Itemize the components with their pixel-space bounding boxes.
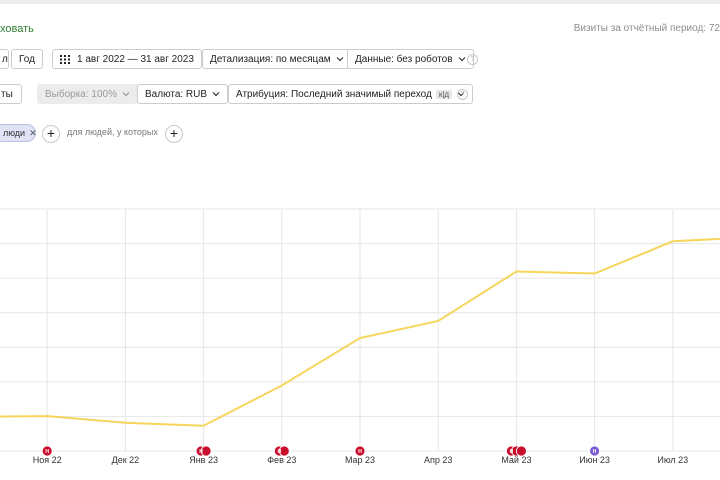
event-marker-icon [41, 445, 53, 457]
x-tick-label: Май 23 [501, 455, 531, 465]
x-tick-label: Июл 23 [657, 455, 688, 465]
year-button[interactable]: Год [11, 49, 43, 69]
event-marker-letter: Н [45, 449, 49, 455]
period-button-partial[interactable]: л [0, 49, 9, 69]
top-scroll-strip [0, 0, 720, 4]
calendar-icon [60, 54, 70, 64]
data-filter-dropdown[interactable]: Данные: без роботов [347, 49, 474, 69]
help-icon[interactable]: ? [457, 89, 468, 100]
x-tick-label: Дек 22 [112, 455, 140, 465]
chevron-down-icon [122, 92, 130, 97]
event-marker-letter: Н [277, 449, 281, 455]
chevron-down-icon [336, 57, 344, 62]
chevron-down-icon [458, 57, 465, 62]
save-report-link[interactable]: ховать [0, 23, 34, 35]
event-marker-icon [354, 445, 366, 457]
cross-device-badge: к|д [435, 89, 453, 99]
sample-dropdown[interactable]: Выборка: 100% [37, 84, 138, 104]
goals-partial-label: ты [1, 88, 13, 100]
event-marker-letter: Н [358, 449, 362, 455]
event-marker-icon [589, 445, 600, 457]
x-tick-label: Апр 23 [424, 455, 452, 465]
segment-chip-label: люди [3, 128, 26, 138]
detail-label: Детализация: по месяцам [210, 53, 331, 65]
event-marker-letter: Н [593, 449, 597, 455]
date-range-button[interactable]: 1 авг 2022 — 31 авг 2023 [52, 49, 202, 69]
event-marker-letter: Н [510, 449, 514, 455]
data-filter-label: Данные: без роботов [355, 53, 453, 65]
event-marker-icon [278, 445, 290, 457]
event-marker-letter: Н [199, 449, 203, 455]
currency-label: Валюта: RUB [145, 88, 208, 100]
event-marker-icon [200, 445, 212, 457]
period-partial-label: л [2, 53, 8, 65]
add-condition-button[interactable]: + [165, 125, 183, 143]
series-line-visits [0, 237, 720, 427]
attribution-dropdown[interactable]: Атрибуция: Последний значимый переход к|… [228, 84, 474, 104]
goals-button-partial[interactable]: ты [0, 84, 22, 104]
date-range-label: 1 авг 2022 — 31 авг 2023 [77, 53, 194, 65]
visits-summary: Визиты за отчётный период: 72 [573, 23, 720, 34]
x-tick-label: Янв 23 [189, 455, 218, 465]
currency-dropdown[interactable]: Валюта: RUB [137, 84, 229, 104]
segment-chip[interactable]: люди ✕ [0, 124, 37, 142]
sample-label: Выборка: 100% [45, 88, 117, 100]
event-marker-icon [516, 445, 527, 457]
x-tick-label: Ноя 22 [33, 455, 62, 465]
x-tick-label: Июн 23 [579, 455, 610, 465]
people-condition-label: для людей, у которых [67, 127, 158, 137]
add-segment-button[interactable]: + [42, 125, 60, 143]
detail-dropdown[interactable]: Детализация: по месяцам [202, 49, 352, 69]
visits-line-chart: Ноя 22 Дек 22 Янв 23 Фев 23 Мар 23 Апр 23 Май … [0, 208, 720, 465]
chevron-down-icon [212, 92, 220, 97]
x-tick-label: Фев 23 [267, 455, 296, 465]
close-icon[interactable]: ✕ [29, 127, 37, 138]
x-tick-label: Мар 23 [345, 455, 375, 465]
attribution-label: Атрибуция: Последний значимый переход [236, 88, 432, 100]
help-icon[interactable]: ? [467, 54, 478, 65]
year-label: Год [19, 53, 35, 65]
